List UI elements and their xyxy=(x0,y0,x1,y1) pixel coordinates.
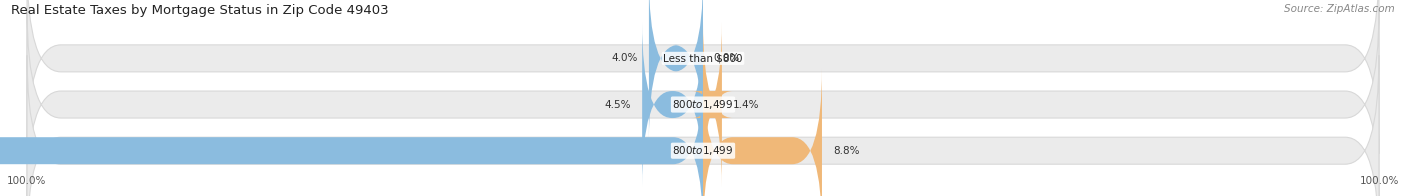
FancyBboxPatch shape xyxy=(643,22,703,187)
Text: 1.4%: 1.4% xyxy=(733,100,759,110)
Text: Less than $800: Less than $800 xyxy=(664,53,742,63)
FancyBboxPatch shape xyxy=(27,55,1379,196)
Text: Real Estate Taxes by Mortgage Status in Zip Code 49403: Real Estate Taxes by Mortgage Status in … xyxy=(11,4,389,17)
Text: 0.0%: 0.0% xyxy=(714,53,740,63)
FancyBboxPatch shape xyxy=(703,68,823,196)
FancyBboxPatch shape xyxy=(27,0,1379,154)
Text: 100.0%: 100.0% xyxy=(7,176,46,186)
FancyBboxPatch shape xyxy=(0,68,703,196)
Text: 4.5%: 4.5% xyxy=(605,100,631,110)
Text: $800 to $1,499: $800 to $1,499 xyxy=(672,144,734,157)
FancyBboxPatch shape xyxy=(692,22,733,187)
FancyBboxPatch shape xyxy=(650,0,703,141)
Text: Source: ZipAtlas.com: Source: ZipAtlas.com xyxy=(1284,4,1395,14)
Text: 8.8%: 8.8% xyxy=(832,146,859,156)
FancyBboxPatch shape xyxy=(27,9,1379,196)
Text: 4.0%: 4.0% xyxy=(612,53,638,63)
Text: $800 to $1,499: $800 to $1,499 xyxy=(672,98,734,111)
Text: 100.0%: 100.0% xyxy=(1360,176,1399,186)
